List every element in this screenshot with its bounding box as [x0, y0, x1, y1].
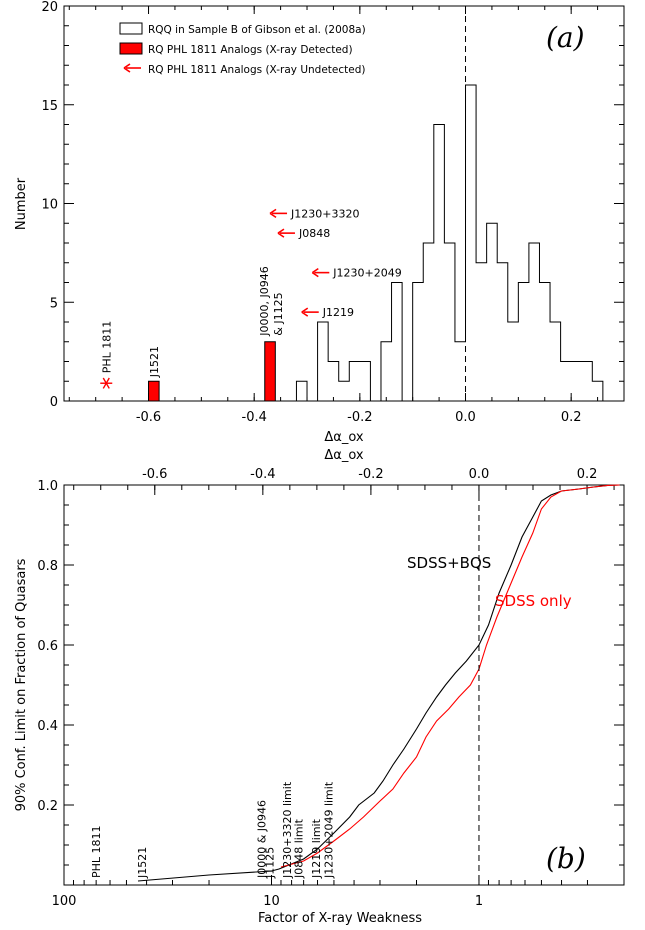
- detected-bar-label: J1521: [148, 346, 161, 378]
- curve-sdss-only: [280, 484, 620, 868]
- legend-label-undetected: RQ PHL 1811 Analogs (X-ray Undetected): [148, 64, 365, 76]
- object-annotation: J1230+2049 limit: [323, 781, 336, 879]
- undetected-arrow-head: [269, 208, 277, 219]
- series-label-sdss-bqs: SDSS+BQS: [407, 554, 491, 572]
- undetected-arrow: [301, 307, 319, 317]
- phl1811-marker: PHL 1811: [100, 321, 113, 389]
- undetected-label: J1230+3320: [290, 207, 359, 220]
- top-x-tick-label: -0.4: [250, 467, 275, 482]
- x-tick-label: 100: [52, 894, 77, 909]
- undetected-label: J1230+2049: [332, 267, 401, 280]
- legend-swatch-histogram: [119, 22, 143, 35]
- y-tick-label: 0.6: [37, 639, 58, 654]
- undetected-arrow: [269, 208, 288, 219]
- object-annotation: PHL 1811: [90, 825, 103, 878]
- legend-arrow-head: [123, 63, 131, 73]
- x-tick-label: -0.6: [136, 410, 161, 425]
- undetected-arrow: [277, 228, 295, 238]
- top-x-tick-label: -0.6: [142, 467, 167, 482]
- panel-b-label: (b): [546, 842, 586, 875]
- y-tick-label: 10: [41, 198, 58, 213]
- detected-analog-bars: J1521 J0000, J0946 & J1125: [148, 266, 285, 402]
- object-annotation: J0000 & J0946: [255, 800, 268, 879]
- y-tick-label: 0.4: [37, 719, 58, 734]
- cumulative-curves: [137, 484, 620, 882]
- series-label-sdss-only: SDSS only: [495, 592, 572, 610]
- panel-a-label: (a): [546, 21, 585, 54]
- detected-bar-label: J0000, J0946: [258, 266, 271, 336]
- panel-b-top-x-ticks: -0.6 -0.4 -0.2 0.0 0.2: [73, 467, 615, 495]
- y-tick-label: 15: [41, 99, 58, 114]
- legend-label-detected: RQ PHL 1811 Analogs (X-ray Detected): [148, 44, 353, 56]
- histogram: [295, 84, 604, 402]
- panel-b-x-axis-label: Factor of X-ray Weakness: [258, 911, 422, 926]
- undetected-label: J0848: [298, 227, 330, 240]
- undetected-arrow-head: [301, 307, 309, 317]
- panel-a: -0.6 -0.4 -0.2 0.0 0.2 0 5 10 15 20 J1521 J0000, …: [14, 0, 625, 445]
- undetected-label: J1219: [322, 306, 354, 319]
- y-tick-label: 0: [50, 395, 58, 410]
- undetected-analog-limits: J1230+3320 J0848 J1230+2049 J1219: [269, 207, 402, 319]
- panel-b-y-ticks: 0.2 0.4 0.6 0.8 1.0: [37, 479, 624, 866]
- y-tick-label: 5: [50, 296, 58, 311]
- x-tick-label: -0.4: [242, 410, 267, 425]
- x-tick-label: 0.0: [455, 410, 476, 425]
- object-annotation: J0848 limit: [293, 818, 306, 879]
- histogram-outline: [295, 84, 604, 402]
- x-tick-label: 0.2: [561, 410, 582, 425]
- legend-swatch-detected: [119, 42, 143, 55]
- object-annotation: J1521: [136, 847, 149, 879]
- object-annotation: J1219 limit: [310, 818, 323, 879]
- legend-label-histogram: RQQ in Sample B of Gibson et al. (2008a): [148, 24, 366, 36]
- x-tick-label: 10: [263, 894, 280, 909]
- curve-sdss-bqs: [137, 484, 620, 882]
- detected-bar: [264, 341, 276, 402]
- undetected-arrow-head: [277, 228, 285, 238]
- panel-a-x-axis-label: Δα_ox: [324, 430, 364, 445]
- legend-arrow-undetected: [123, 63, 141, 73]
- object-annotation: J1230+3320 limit: [281, 781, 294, 879]
- detected-bar-label: & J1125: [272, 292, 285, 335]
- detected-bar: [148, 380, 160, 402]
- panel-b-frame: [63, 484, 625, 886]
- y-tick-label: 0.2: [37, 799, 58, 814]
- panel-b-x-ticks: 100 10 1: [52, 875, 625, 909]
- phl1811-label: PHL 1811: [100, 321, 113, 374]
- object-annotation: J1125: [264, 847, 277, 879]
- y-tick-label: 20: [41, 0, 58, 15]
- panel-a-y-ticks: 0 5 10 15 20: [41, 0, 624, 410]
- phl1811-asterisk-stroke: [102, 377, 110, 389]
- panel-b: 100 10 1 -0.6 -0.4 -0.2 0.0 0.2 0.2 0.4 0.6 0.8 1.…: [14, 448, 625, 926]
- top-x-tick-label: 0.0: [469, 467, 490, 482]
- top-x-tick-label: 0.2: [577, 467, 598, 482]
- x-tick-label: 1: [475, 894, 483, 909]
- x-tick-label: -0.2: [347, 410, 372, 425]
- legend-arrow: [123, 63, 141, 73]
- top-x-tick-label: -0.2: [358, 467, 383, 482]
- y-tick-label: 1.0: [37, 479, 58, 494]
- panel-b-top-x-axis-label: Δα_ox: [324, 448, 364, 463]
- undetected-arrow-head: [311, 267, 319, 278]
- panel-a-y-axis-label: Number: [14, 177, 29, 230]
- undetected-arrow: [311, 267, 330, 278]
- panel-b-y-axis-label: 90% Conf. Limit on Fraction of Quasars: [14, 558, 29, 811]
- y-tick-label: 0.8: [37, 559, 58, 574]
- panel-a-legend: RQQ in Sample B of Gibson et al. (2008a)…: [119, 22, 366, 76]
